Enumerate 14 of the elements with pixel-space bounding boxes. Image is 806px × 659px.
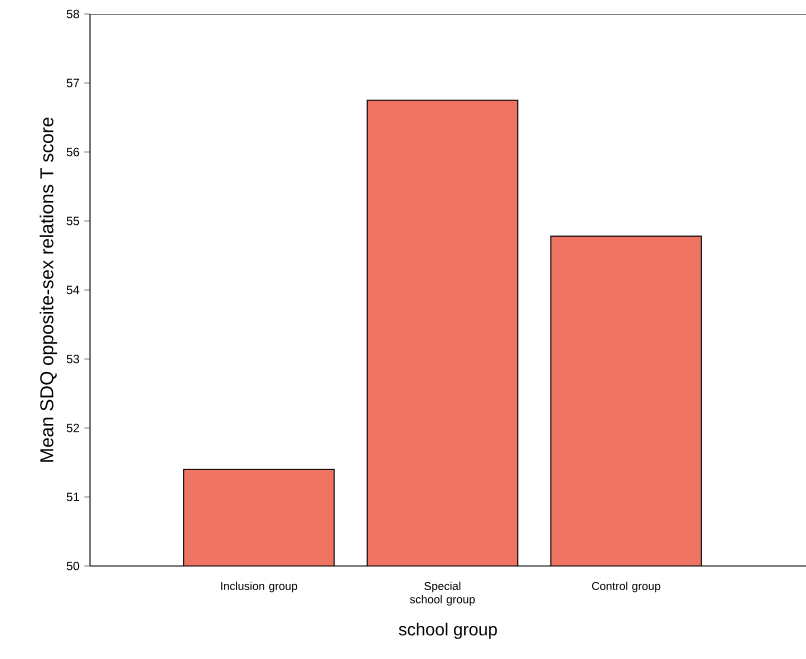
y-tick-label: 54: [66, 286, 80, 294]
y-tick-label: 50: [66, 562, 80, 570]
y-tick-label: 53: [66, 354, 80, 364]
y-tick-label: 57: [66, 78, 79, 88]
y-tick-label: 51: [66, 492, 80, 502]
y-axis-title: Mean SDQ opposite-sex relations T score: [40, 118, 58, 462]
x-tick-label: Inclusion group: [221, 582, 298, 592]
y-tick-label: 56: [66, 148, 80, 156]
x-axis-title: school group: [398, 622, 497, 639]
y-tick-label: 52: [66, 424, 79, 432]
y-tick-label: 55: [66, 216, 80, 226]
y-tick-label: 58: [66, 10, 80, 18]
x-tick-label: Special school group: [410, 582, 475, 606]
x-tick-label: Control group: [592, 582, 660, 592]
